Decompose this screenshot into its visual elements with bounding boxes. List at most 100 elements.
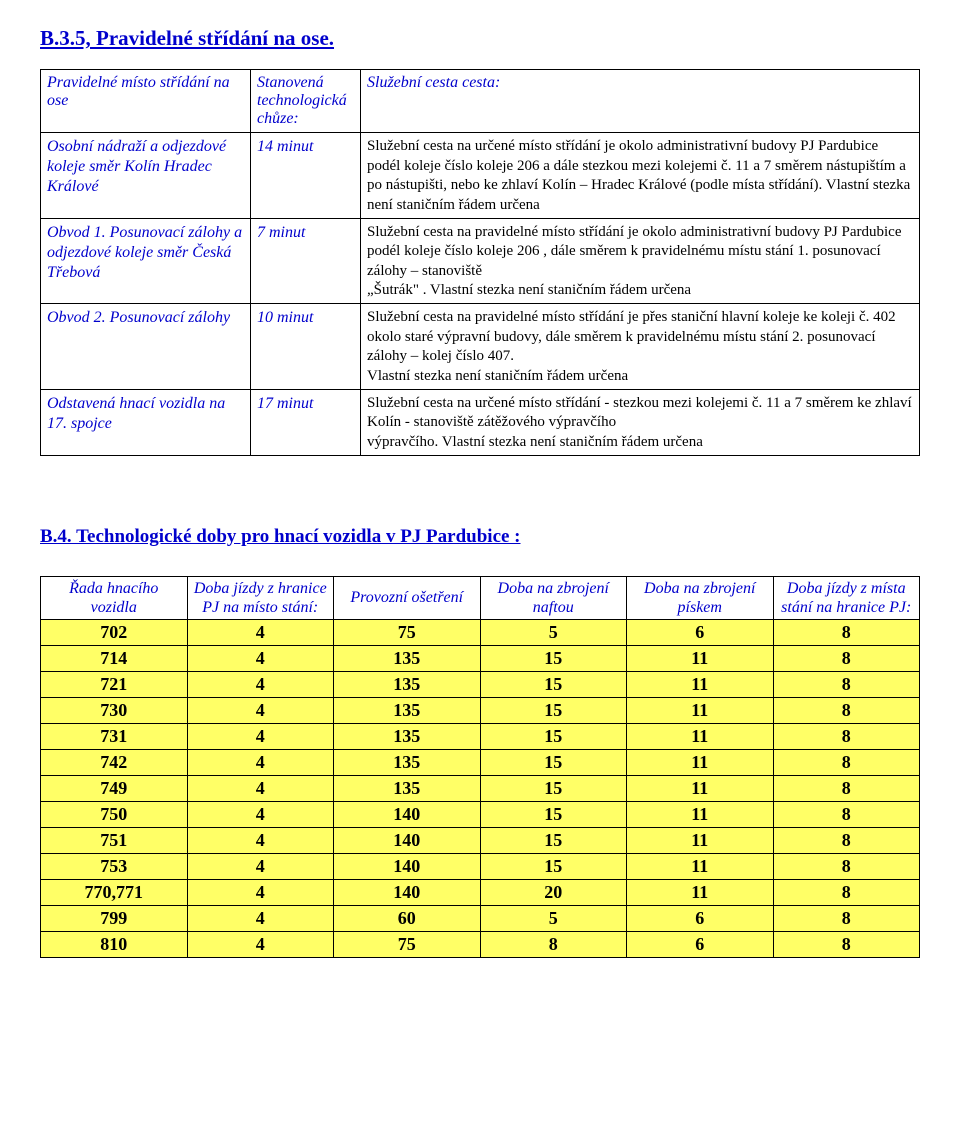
- cell-value: 15: [480, 697, 627, 723]
- cell-value: 6: [627, 619, 774, 645]
- th-rada: Řada hnacího vozidla: [41, 576, 188, 619]
- cell-value: 4: [187, 697, 334, 723]
- desc-last: výpravčího. Vlastní stezka není staniční…: [367, 434, 703, 450]
- table-row: 742413515118: [41, 749, 920, 775]
- cell-time: 7 minut: [251, 218, 361, 304]
- cell-value: 810: [41, 931, 188, 957]
- cell-value: 60: [334, 905, 481, 931]
- cell-value: 4: [187, 905, 334, 931]
- cell-value: 4: [187, 931, 334, 957]
- table-row: 810475868: [41, 931, 920, 957]
- table-row: Obvod 1. Posunovací zálohy a odjezdové k…: [41, 218, 920, 304]
- cell-time: 14 minut: [251, 133, 361, 219]
- cell-value: 15: [480, 827, 627, 853]
- table-row: 753414015118: [41, 853, 920, 879]
- cell-value: 6: [627, 905, 774, 931]
- desc-text: Služební cesta na určené místo střídání …: [367, 395, 912, 431]
- cell-value: 750: [41, 801, 188, 827]
- section-title-b35: B.3.5, Pravidelné střídání na ose.: [40, 26, 920, 51]
- desc-text: Služební cesta na pravidelné místo stříd…: [367, 224, 902, 279]
- table-row: 751414015118: [41, 827, 920, 853]
- th-osetreni: Provozní ošetření: [334, 576, 481, 619]
- table-row: 721413515118: [41, 671, 920, 697]
- cell-value: 8: [773, 671, 920, 697]
- cell-value: 4: [187, 827, 334, 853]
- cell-value: 135: [334, 697, 481, 723]
- desc-last: není staničním řádem určena: [367, 197, 540, 213]
- cell-value: 4: [187, 619, 334, 645]
- cell-value: 135: [334, 671, 481, 697]
- cell-value: 749: [41, 775, 188, 801]
- cell-value: 11: [627, 801, 774, 827]
- cell-value: 15: [480, 775, 627, 801]
- cell-value: 135: [334, 749, 481, 775]
- table-row: 730413515118: [41, 697, 920, 723]
- cell-value: 75: [334, 931, 481, 957]
- cell-value: 75: [334, 619, 481, 645]
- table-row: 731413515118: [41, 723, 920, 749]
- cell-value: 799: [41, 905, 188, 931]
- cell-place: Odstavená hnací vozidla na 17. spojce: [41, 389, 251, 455]
- cell-value: 8: [773, 723, 920, 749]
- th-nafta: Doba na zbrojení naftou: [480, 576, 627, 619]
- cell-desc: Služební cesta na pravidelné místo stříd…: [361, 218, 920, 304]
- cell-value: 751: [41, 827, 188, 853]
- cell-value: 135: [334, 645, 481, 671]
- cell-value: 15: [480, 723, 627, 749]
- cell-value: 8: [773, 905, 920, 931]
- cell-value: 4: [187, 775, 334, 801]
- cell-time: 10 minut: [251, 304, 361, 390]
- cell-value: 11: [627, 723, 774, 749]
- th-desc: Služební cesta cesta:: [361, 70, 920, 133]
- cell-value: 721: [41, 671, 188, 697]
- cell-value: 4: [187, 749, 334, 775]
- cell-value: 11: [627, 671, 774, 697]
- cell-value: 11: [627, 827, 774, 853]
- cell-value: 4: [187, 645, 334, 671]
- cell-value: 15: [480, 671, 627, 697]
- desc-text: Služební cesta na pravidelné místo stříd…: [367, 309, 896, 364]
- table-tech-doby: Řada hnacího vozidla Doba jízdy z hranic…: [40, 576, 920, 958]
- cell-value: 15: [480, 645, 627, 671]
- th-time: Stanovená technologická chůze:: [251, 70, 361, 133]
- cell-desc: Služební cesta na určené místo střídání …: [361, 389, 920, 455]
- cell-value: 4: [187, 879, 334, 905]
- table-row: Osobní nádraží a odjezdové koleje směr K…: [41, 133, 920, 219]
- cell-value: 742: [41, 749, 188, 775]
- cell-value: 11: [627, 879, 774, 905]
- cell-value: 4: [187, 853, 334, 879]
- cell-value: 140: [334, 801, 481, 827]
- cell-value: 6: [627, 931, 774, 957]
- cell-value: 8: [773, 645, 920, 671]
- cell-value: 11: [627, 775, 774, 801]
- cell-value: 714: [41, 645, 188, 671]
- table-row: 702475568: [41, 619, 920, 645]
- desc-last: Vlastní stezka není staničním řádem urče…: [367, 368, 628, 384]
- cell-value: 140: [334, 827, 481, 853]
- cell-value: 8: [773, 853, 920, 879]
- table-row: 799460568: [41, 905, 920, 931]
- cell-value: 8: [773, 749, 920, 775]
- table-row: 750414015118: [41, 801, 920, 827]
- cell-value: 4: [187, 801, 334, 827]
- cell-value: 11: [627, 645, 774, 671]
- cell-value: 8: [773, 827, 920, 853]
- desc-text: Služební cesta na určené místo střídání …: [367, 138, 910, 193]
- cell-place: Obvod 1. Posunovací zálohy a odjezdové k…: [41, 218, 251, 304]
- cell-value: 8: [480, 931, 627, 957]
- cell-value: 135: [334, 723, 481, 749]
- cell-value: 11: [627, 697, 774, 723]
- desc-last: „Šutrák" . Vlastní stezka není staničním…: [367, 282, 691, 298]
- cell-value: 140: [334, 879, 481, 905]
- cell-value: 15: [480, 749, 627, 775]
- cell-value: 8: [773, 619, 920, 645]
- cell-value: 702: [41, 619, 188, 645]
- cell-value: 4: [187, 671, 334, 697]
- cell-value: 8: [773, 931, 920, 957]
- cell-value: 11: [627, 853, 774, 879]
- cell-desc: Služební cesta na určené místo střídání …: [361, 133, 920, 219]
- cell-value: 731: [41, 723, 188, 749]
- cell-value: 11: [627, 749, 774, 775]
- cell-value: 15: [480, 853, 627, 879]
- cell-value: 770,771: [41, 879, 188, 905]
